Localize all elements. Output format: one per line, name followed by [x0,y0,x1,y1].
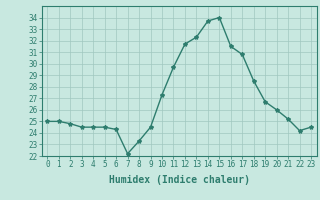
X-axis label: Humidex (Indice chaleur): Humidex (Indice chaleur) [109,175,250,185]
